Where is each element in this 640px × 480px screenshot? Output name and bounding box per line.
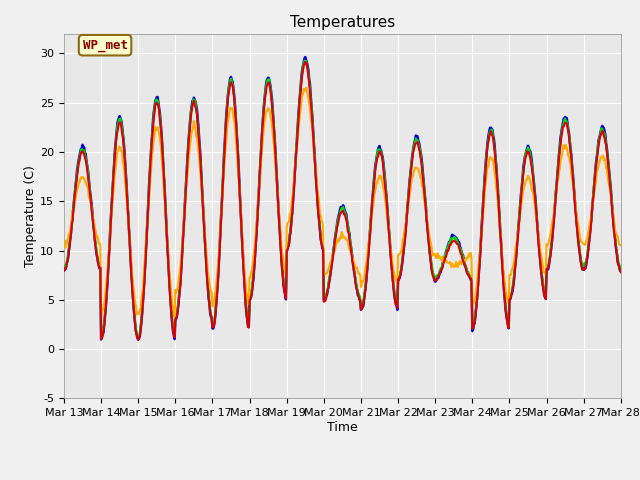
Title: Temperatures: Temperatures: [290, 15, 395, 30]
Y-axis label: Temperature (C): Temperature (C): [24, 165, 37, 267]
X-axis label: Time: Time: [327, 421, 358, 434]
Text: WP_met: WP_met: [83, 39, 127, 52]
